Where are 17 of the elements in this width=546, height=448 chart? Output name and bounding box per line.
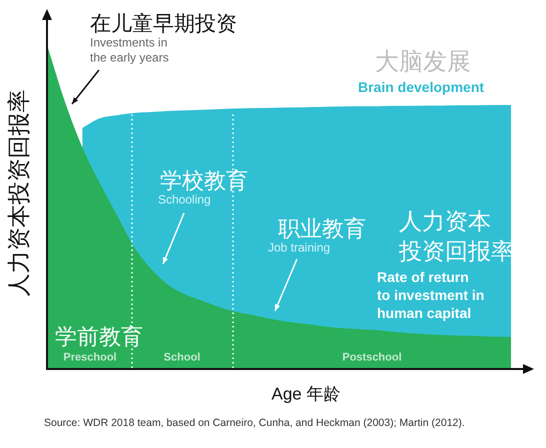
annotation: Investments in the early years [90, 35, 169, 64]
y-axis-title: 人力资本投资回报率 [5, 90, 32, 296]
annotation: Rate of return to investment in human capital [377, 268, 484, 321]
annotation: Postschool [342, 352, 402, 364]
annotation: 学校教育 [160, 168, 248, 194]
annotation: 人力资本投资回报率 [398, 208, 514, 264]
annotation: Brain development [358, 78, 484, 95]
annotation: Schooling [158, 192, 211, 206]
annotation: Preschool [63, 352, 117, 364]
annotation: School [164, 352, 200, 364]
annotation: 学前教育 [55, 324, 143, 350]
annotation: 大脑发展 [375, 48, 471, 76]
annotation: Job training [268, 240, 330, 254]
x-axis-title: Age 年龄 [272, 384, 340, 404]
text: 在儿童早期投资 [90, 12, 237, 36]
source-note: Source: WDR 2018 team, based on Carneiro, Cunha, and Heckman (2003); Martin (2012). [44, 417, 465, 430]
annotation: 职业教育 [278, 216, 366, 242]
